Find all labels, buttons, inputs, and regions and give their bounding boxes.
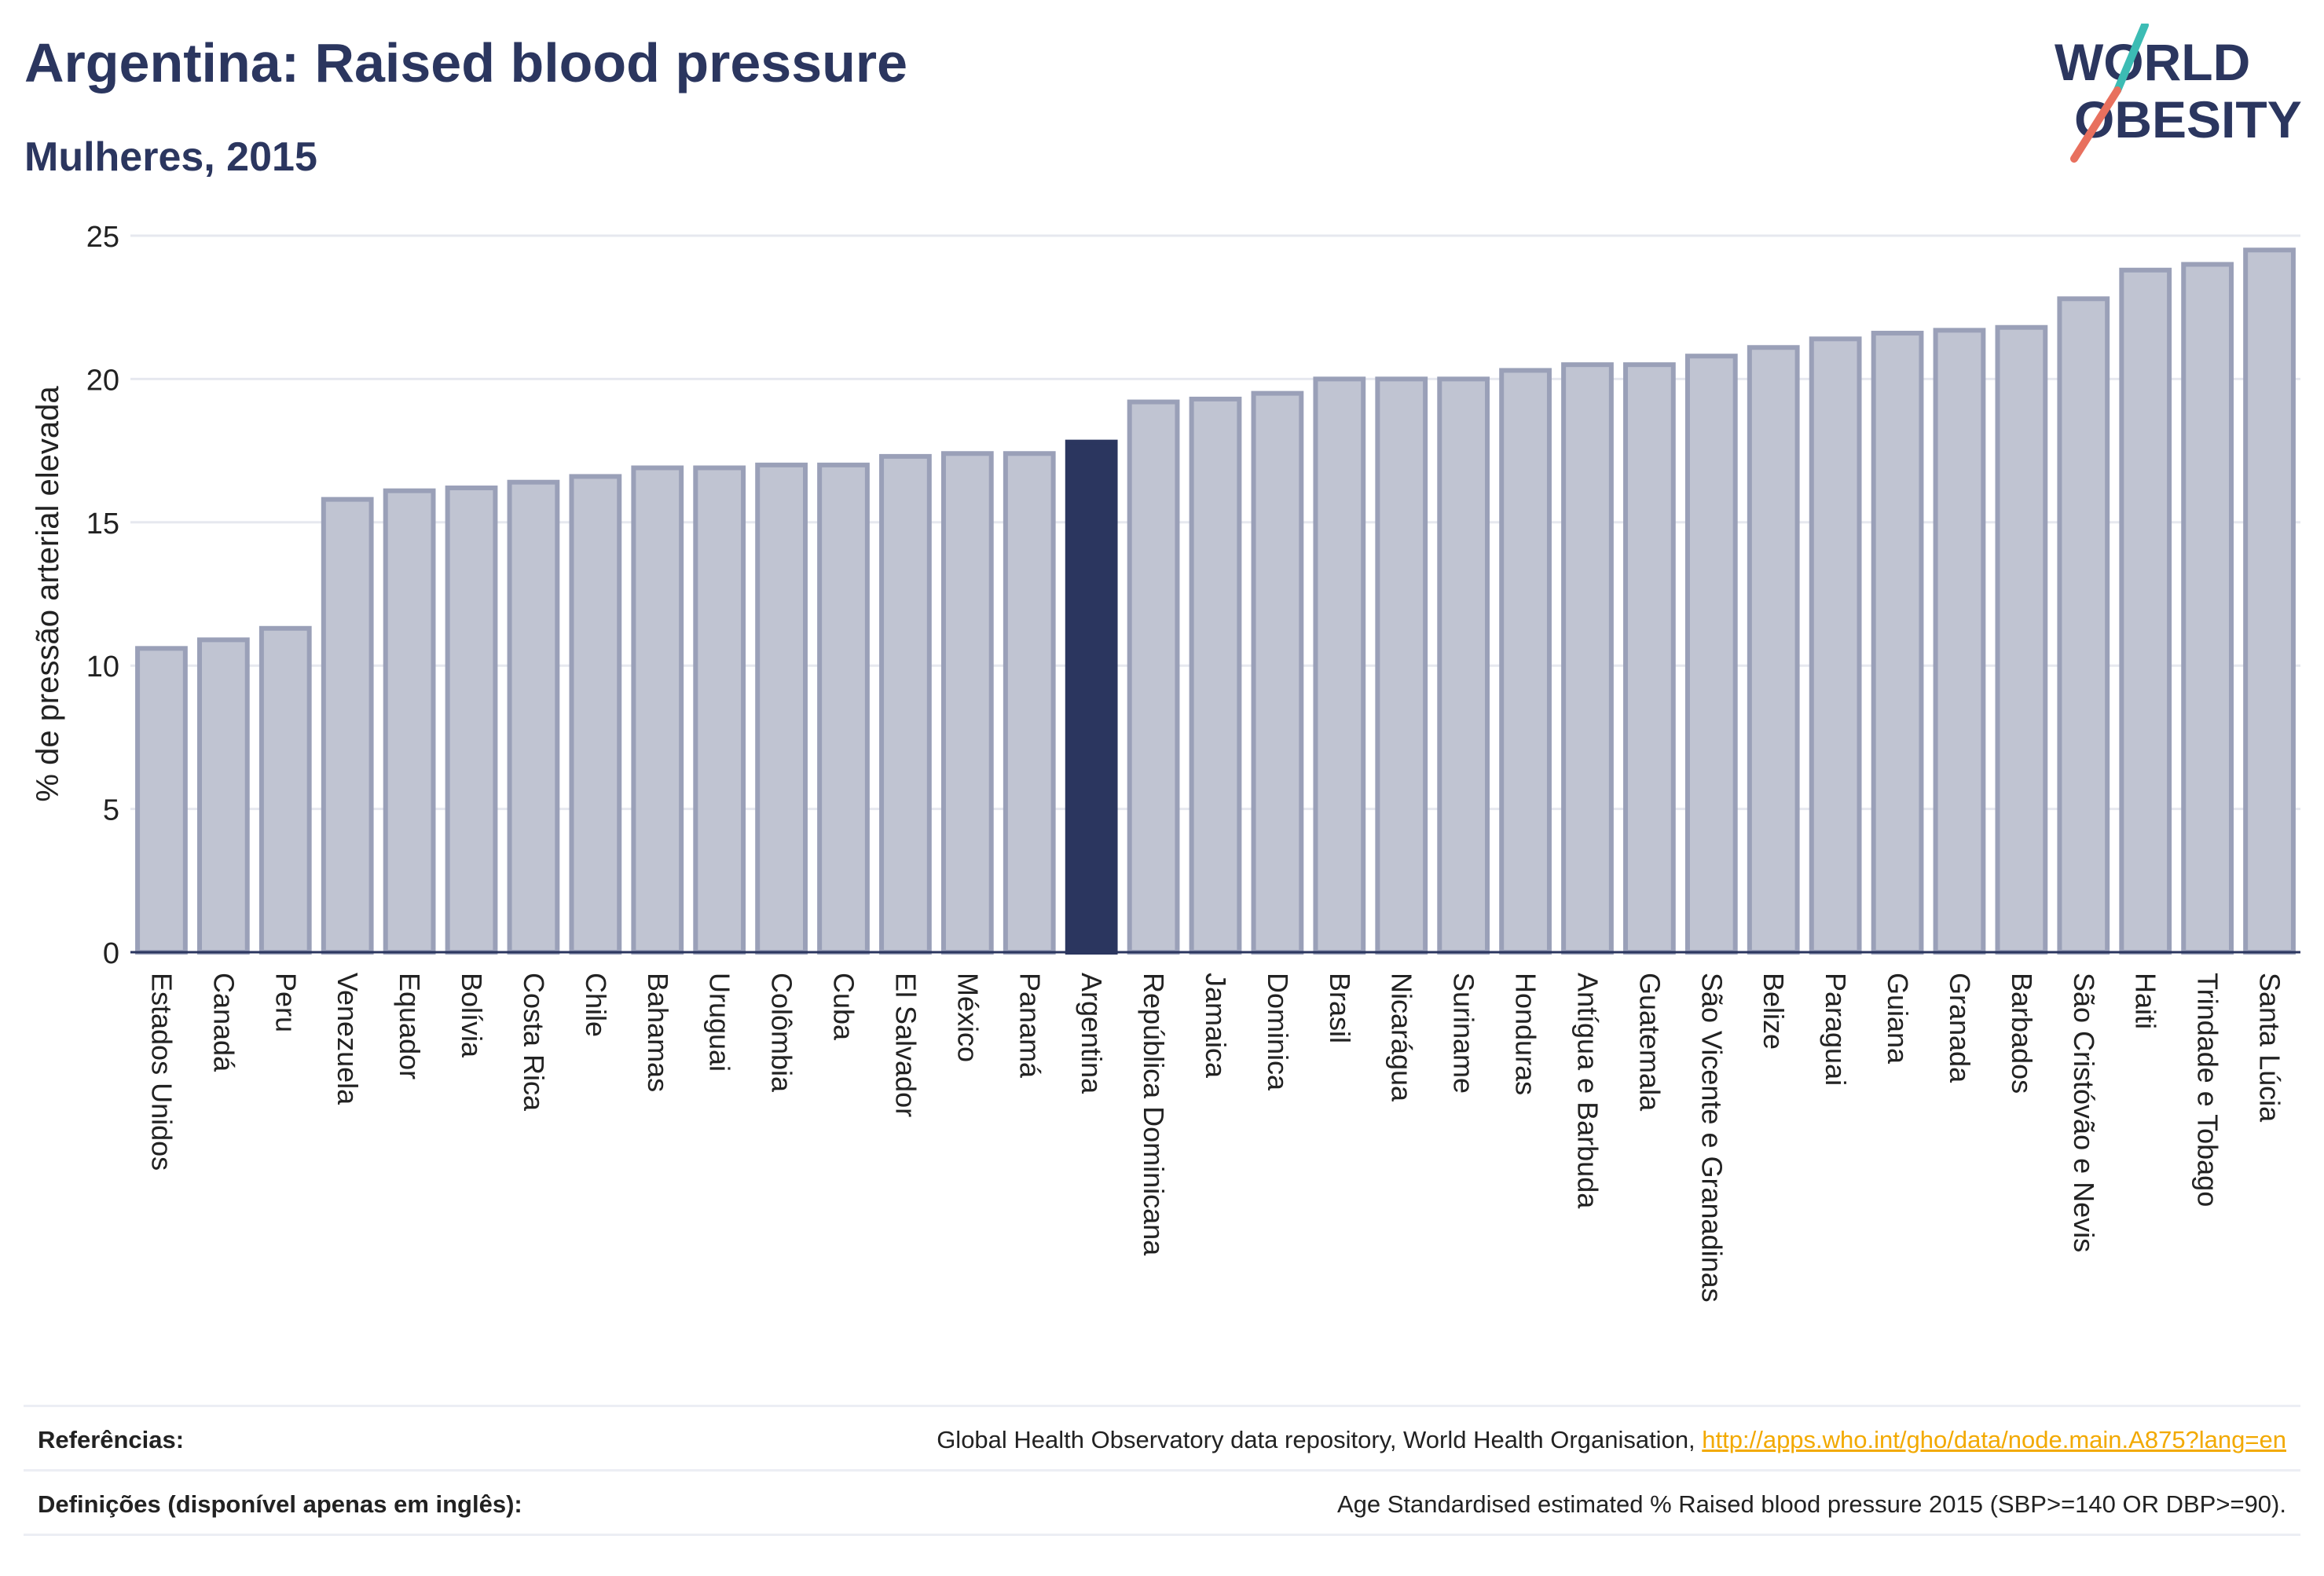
bar xyxy=(1437,376,1490,955)
references-row: Referências: Global Health Observatory d… xyxy=(24,1405,2300,1472)
bar xyxy=(1127,399,1180,955)
x-tick-label: Antígua e Barbuda xyxy=(1571,973,1604,1209)
bar xyxy=(1871,331,1924,955)
bar xyxy=(1933,328,1986,955)
x-tick-label: Costa Rica xyxy=(518,973,550,1112)
bar xyxy=(1684,354,1738,955)
x-tick-label: São Cristóvão e Nevis xyxy=(2068,973,2100,1252)
x-tick-label: Granada xyxy=(1944,973,1976,1083)
x-tick-label: República Dominicana xyxy=(1138,973,1170,1256)
x-tick-label: Barbados xyxy=(2006,973,2038,1094)
definitions-row: Definições (disponível apenas em inglês)… xyxy=(24,1469,2300,1536)
x-tick-label: Santa Lúcia xyxy=(2254,973,2286,1123)
bar xyxy=(631,465,684,955)
x-tick-label: Cuba xyxy=(828,973,860,1041)
bar xyxy=(1065,439,1118,955)
bar xyxy=(1809,336,1862,955)
references-link[interactable]: http://apps.who.int/gho/data/node.main.A… xyxy=(1702,1426,2286,1453)
x-tick-label: Colômbia xyxy=(766,973,798,1093)
x-tick-label: Guatemala xyxy=(1633,973,1666,1112)
bar xyxy=(1623,362,1676,955)
x-tick-label: El Salvador xyxy=(889,973,922,1117)
bar xyxy=(2119,267,2172,955)
x-tick-label: México xyxy=(951,973,984,1062)
x-tick-label: Belize xyxy=(1758,973,1790,1050)
bar xyxy=(383,488,436,955)
bars xyxy=(135,247,2296,955)
logo-line1: WORLD xyxy=(2055,33,2250,91)
x-tick-label: Argentina xyxy=(1076,973,1108,1094)
bar xyxy=(258,625,312,955)
bar xyxy=(1313,376,1366,955)
bar xyxy=(1995,324,2048,955)
bar xyxy=(1747,345,1800,955)
x-tick-label: Peru xyxy=(269,973,302,1032)
bar xyxy=(1375,376,1428,955)
bar xyxy=(1499,368,1552,955)
y-axis-label: % de pressão arterial elevada xyxy=(31,386,65,802)
bar xyxy=(1003,451,1056,955)
x-tick-label: Brasil xyxy=(1324,973,1356,1043)
world-obesity-logo: WORLD OBESITY xyxy=(2055,24,2302,163)
y-tick-label: 5 xyxy=(103,794,119,827)
definitions-label: Definições (disponível apenas em inglês)… xyxy=(38,1490,522,1518)
bar xyxy=(321,497,374,955)
x-tick-label: Uruguai xyxy=(704,973,736,1072)
x-tick-label: Paraguai xyxy=(1820,973,1852,1086)
footer-divider xyxy=(24,1534,2300,1536)
bar xyxy=(1251,390,1304,955)
bar xyxy=(135,646,188,955)
y-tick-label: 20 xyxy=(86,364,119,397)
bar xyxy=(507,479,560,955)
bar xyxy=(445,486,498,955)
x-tick-label: Venezuela xyxy=(332,973,364,1105)
bar xyxy=(940,451,994,955)
x-tick-label: Chile xyxy=(580,973,612,1037)
bar xyxy=(879,453,932,955)
x-tick-label: Nicarágua xyxy=(1386,973,1418,1102)
x-tick-label: Dominica xyxy=(1262,973,1294,1091)
references-value: Global Health Observatory data repositor… xyxy=(937,1426,2286,1454)
x-tick-label: Suriname xyxy=(1448,973,1480,1094)
y-tick-label: 25 xyxy=(86,221,119,254)
y-tick-label: 0 xyxy=(103,937,119,970)
chart-title: Argentina: Raised blood pressure xyxy=(24,32,908,93)
chart-subtitle: Mulheres, 2015 xyxy=(24,134,317,180)
x-tick-label: Trindade e Tobago xyxy=(2192,973,2224,1207)
bar xyxy=(817,462,870,955)
x-tick-label: Bahamas xyxy=(642,973,674,1092)
x-tick-labels: Estados Unidos Canadá Peru Venezuela Equador… xyxy=(145,973,2286,1303)
bar xyxy=(2181,262,2234,955)
bar xyxy=(196,637,250,955)
y-tick-label: 10 xyxy=(86,651,119,684)
x-tick-label: Equador xyxy=(394,973,426,1079)
definitions-text: Age Standardised estimated % Raised bloo… xyxy=(1336,1490,2286,1518)
bar xyxy=(1561,362,1614,955)
bar xyxy=(2057,296,2110,955)
x-tick-label: Jamaica xyxy=(1200,973,1232,1079)
bar xyxy=(1189,396,1242,955)
references-label: Referências: xyxy=(38,1426,185,1453)
x-tick-label: São Vicente e Granadinas xyxy=(1695,973,1728,1303)
y-tick-label: 15 xyxy=(86,508,119,541)
bar xyxy=(693,465,746,955)
x-tick-label: Bolívia xyxy=(456,973,488,1058)
bar xyxy=(2243,247,2296,955)
x-tick-label: Guiana xyxy=(1882,973,1914,1065)
x-tick-label: Honduras xyxy=(1510,973,1542,1095)
bar-chart: 0 5 10 15 20 25 Estados Unidos Canadá Peru Venez… xyxy=(31,221,2300,1303)
bar xyxy=(569,474,622,955)
x-tick-label: Estados Unidos xyxy=(145,973,178,1171)
x-tick-label: Canadá xyxy=(207,973,240,1072)
references-text: Global Health Observatory data repositor… xyxy=(937,1426,1703,1453)
bar xyxy=(755,462,808,955)
x-tick-label: Haiti xyxy=(2130,973,2162,1029)
x-tick-label: Panamá xyxy=(1014,973,1046,1079)
y-tick-labels: 0 5 10 15 20 25 xyxy=(86,221,119,970)
